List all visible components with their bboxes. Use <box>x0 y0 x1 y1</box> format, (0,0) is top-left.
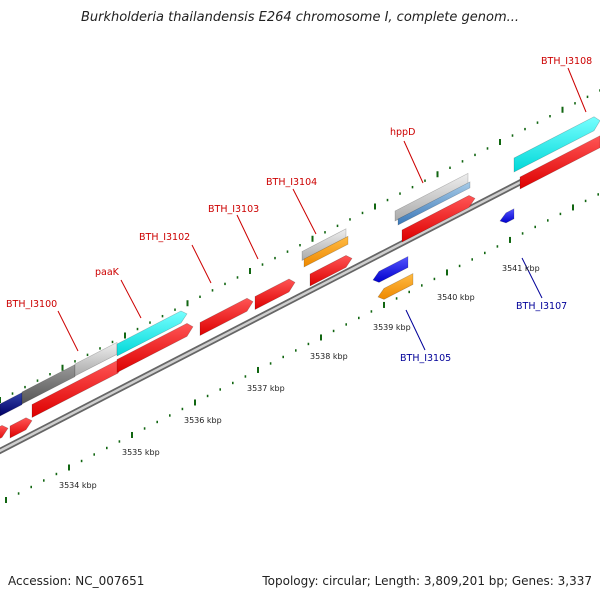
gene-label-BTH_I3107[interactable]: BTH_I3107 <box>516 301 567 312</box>
cds-red-hppD[interactable] <box>401 195 476 243</box>
gene-label-BTH_I3108[interactable]: BTH_I3108 <box>541 56 592 67</box>
cds-red-BTH_I3108[interactable] <box>519 135 600 190</box>
feature-cyan-BTH_I3108[interactable] <box>513 116 600 173</box>
gene-label-BTH_I3102[interactable]: BTH_I3102 <box>139 232 190 243</box>
feature-blue-BTH_I3107[interactable] <box>499 208 515 224</box>
cds-red-paaK[interactable] <box>116 323 194 373</box>
feature-cyan-BTH_I3101[interactable] <box>116 310 188 357</box>
cds-red-2[interactable] <box>9 417 33 439</box>
scale-label-3539: 3539 kbp <box>373 323 411 332</box>
leader-BTH_I3103 <box>236 214 259 260</box>
leader-hppD <box>403 140 424 184</box>
map-title: Burkholderia thailandensis E264 chromoso… <box>80 10 520 25</box>
cds-red-BTH_I3104[interactable] <box>309 255 353 287</box>
scale-label-3538: 3538 kbp <box>310 352 348 361</box>
gene-label-BTH_I3104[interactable]: BTH_I3104 <box>266 177 317 188</box>
feature-dark-grey[interactable] <box>21 364 76 405</box>
outer-tick-track <box>0 89 600 403</box>
scale-label-3541: 3541 kbp <box>502 264 540 273</box>
leader-BTH_I3108 <box>567 67 587 113</box>
label-leader-lines <box>57 67 587 352</box>
gene-label-BTH_I3105[interactable]: BTH_I3105 <box>400 353 451 364</box>
feature-orange-BTH_I3105[interactable] <box>377 272 414 300</box>
backbone-line <box>0 139 600 453</box>
scale-label-3535: 3535 kbp <box>122 448 160 457</box>
gene-label-hppD[interactable]: hppD <box>390 127 415 138</box>
leader-paaK <box>120 279 142 319</box>
feature-steel-hppD[interactable] <box>397 181 471 226</box>
leader-BTH_I3100 <box>57 310 79 352</box>
genome-summary-text: Topology: circular; Length: 3,809,201 bp… <box>262 574 592 588</box>
leader-BTH_I3107 <box>521 257 543 299</box>
gene-label-paaK[interactable]: paaK <box>95 267 120 278</box>
feature-layer <box>0 116 600 441</box>
gene-label-BTH_I3103[interactable]: BTH_I3103 <box>208 204 259 215</box>
cds-red-BTH_I3103[interactable] <box>254 278 296 310</box>
inner-tick-track <box>5 193 600 503</box>
gene-label-BTH_I3100[interactable]: BTH_I3100 <box>6 299 57 310</box>
cds-red-1[interactable] <box>0 425 9 441</box>
leader-BTH_I3102 <box>191 244 212 284</box>
scale-label-3536: 3536 kbp <box>184 416 222 425</box>
scale-label-3537: 3537 kbp <box>247 384 285 393</box>
feature-navy[interactable] <box>0 392 23 417</box>
scale-label-3534: 3534 kbp <box>59 481 97 490</box>
scale-label-3540: 3540 kbp <box>437 293 475 302</box>
accession-text: Accession: NC_007651 <box>8 574 145 588</box>
cds-red-BTH_I3102[interactable] <box>199 297 254 336</box>
leader-BTH_I3104 <box>292 188 317 235</box>
feature-blue-BTH_I3106[interactable] <box>372 255 409 283</box>
feature-orange-BTH_I3104[interactable] <box>303 235 349 268</box>
leader-BTH_I3105 <box>405 309 426 351</box>
